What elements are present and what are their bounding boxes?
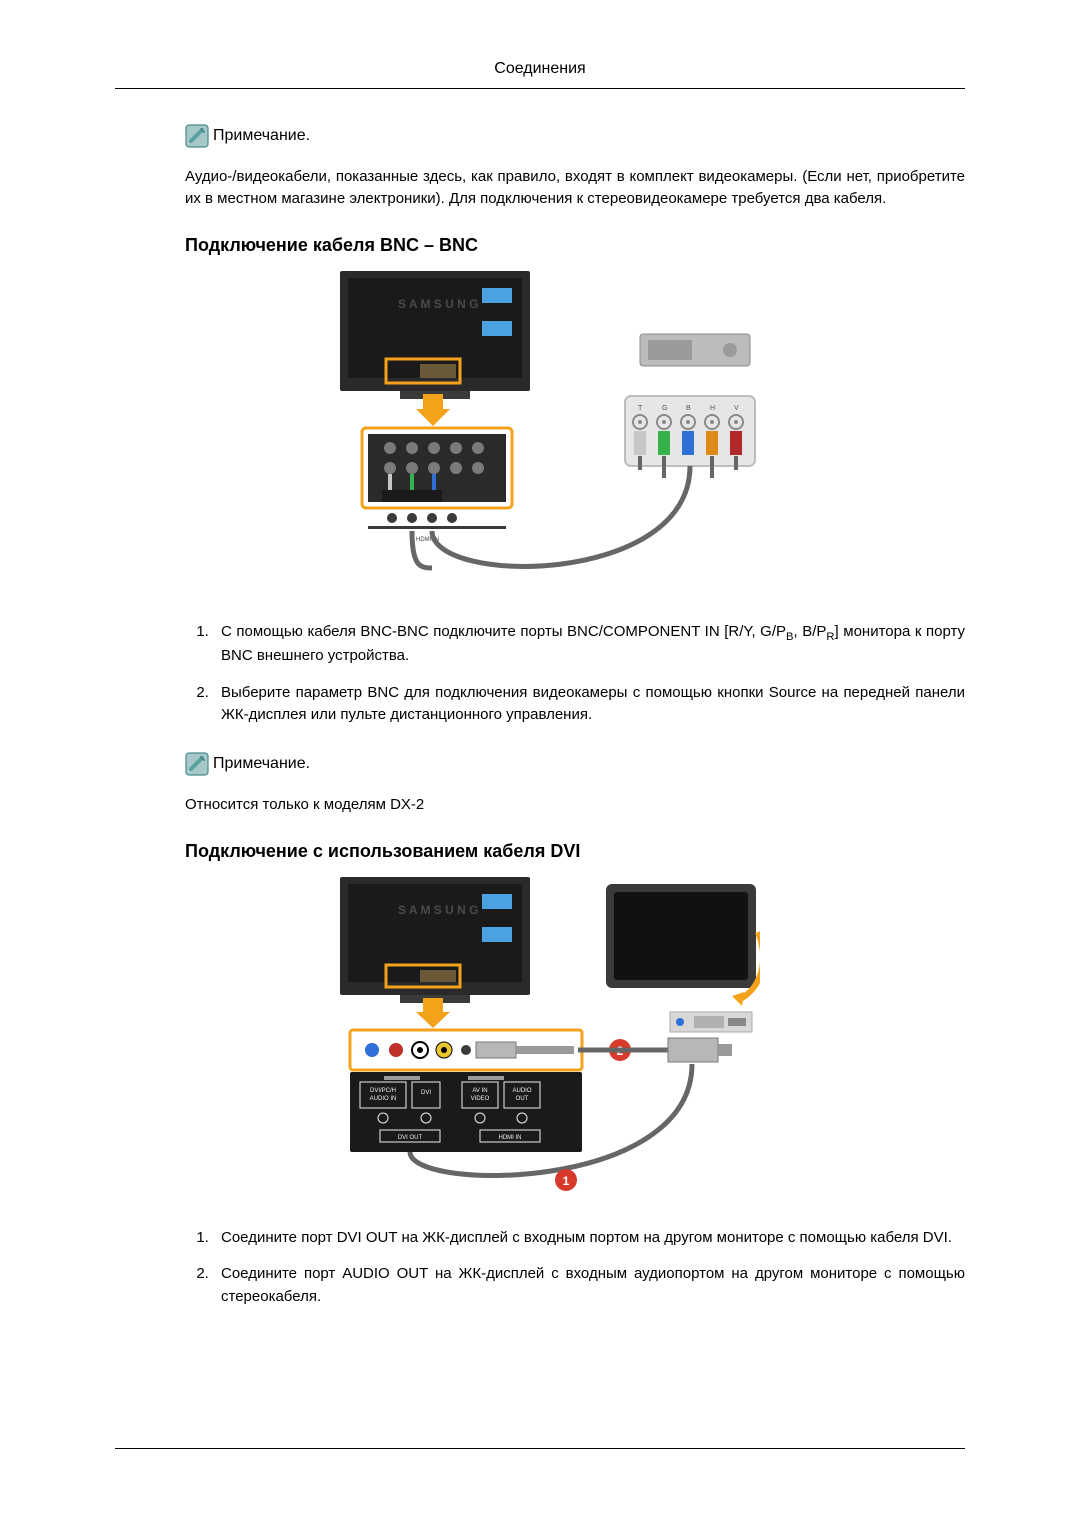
page-root: Соединения Примечание. Аудио-/видеокабел…	[0, 0, 1080, 1527]
section-2-step-1: Соедините порт DVI OUT на ЖК-дисплей с в…	[213, 1227, 965, 1250]
note-1: Примечание.	[185, 124, 965, 148]
section-1-heading: Подключение кабеля BNC – BNC	[185, 235, 965, 256]
note-1-text: Аудио-/видеокабели, показанные здесь, ка…	[185, 166, 965, 210]
note-icon	[185, 124, 209, 148]
section-1-step-1: С помощью кабеля BNC-BNC подключите порт…	[213, 621, 965, 668]
svg-text:AUDIO IN: AUDIO IN	[370, 1096, 397, 1102]
svg-text:DVI/PC/H: DVI/PC/H	[370, 1088, 396, 1094]
svg-text:T: T	[638, 405, 643, 412]
svg-text:S A M S U N G: S A M S U N G	[398, 297, 478, 311]
note-2-text: Относится только к моделям DX-2	[185, 794, 965, 816]
svg-text:AV IN: AV IN	[472, 1088, 487, 1094]
page-header: Соединения	[115, 60, 965, 89]
diagram-dvi: S A M S U N G 2	[320, 872, 760, 1202]
svg-text:HDMI IN: HDMI IN	[499, 1135, 522, 1141]
note-2: Примечание.	[185, 752, 965, 776]
svg-text:S A M S U N G: S A M S U N G	[398, 903, 478, 917]
svg-text:G: G	[662, 405, 667, 412]
section-2-heading: Подключение с использованием кабеля DVI	[185, 841, 965, 862]
note-1-label: Примечание.	[213, 127, 310, 145]
svg-text:B: B	[686, 405, 691, 412]
svg-text:1: 1	[563, 1174, 570, 1188]
step-badge-1: 1	[555, 1169, 577, 1191]
diagram-bnc: S A M S U N G	[320, 266, 760, 596]
external-device	[640, 334, 750, 366]
svg-text:OUT: OUT	[516, 1096, 529, 1102]
svg-text:H: H	[710, 405, 715, 412]
note-2-label: Примечание.	[213, 755, 310, 773]
svg-text:AUDIO: AUDIO	[512, 1088, 531, 1094]
section-2-step-2: Соедините порт AUDIO OUT на ЖК-дисплей с…	[213, 1263, 965, 1308]
footer-rule	[115, 1448, 965, 1449]
note-icon	[185, 752, 209, 776]
section-1-step-2: Выберите параметр BNC для подключения ви…	[213, 682, 965, 727]
svg-text:DVI: DVI	[421, 1090, 431, 1096]
section-2-steps: Соедините порт DVI OUT на ЖК-дисплей с в…	[185, 1227, 965, 1309]
page-title: Соединения	[494, 60, 585, 77]
svg-text:V: V	[734, 405, 739, 412]
svg-text:VIDEO: VIDEO	[471, 1096, 490, 1102]
bnc-panel: TGB HV	[625, 396, 755, 466]
svg-text:DVI OUT: DVI OUT	[398, 1135, 423, 1141]
section-1-steps: С помощью кабеля BNC-BNC подключите порт…	[185, 621, 965, 727]
